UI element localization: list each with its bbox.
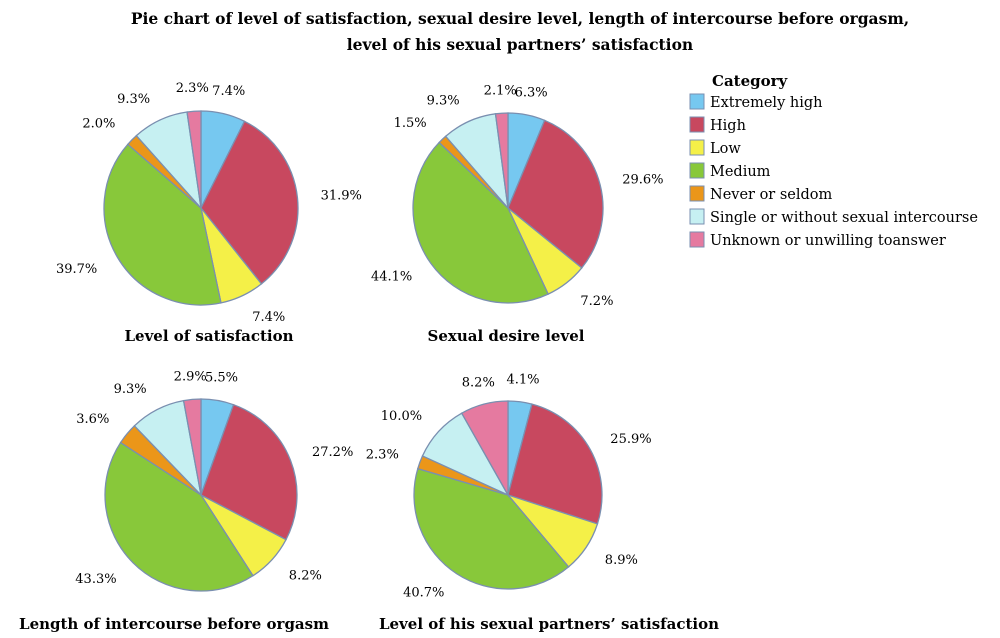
legend-item: High <box>689 116 746 134</box>
pie-3-label-5: 3.6% <box>76 412 109 427</box>
legend-item: Unknown or unwilling toanswer <box>689 231 946 249</box>
pie-1-label-3: 7.4% <box>252 310 285 325</box>
legend-label: Single or without sexual intercourse <box>710 210 978 226</box>
pie-4-slice-2 <box>507 403 603 525</box>
pie-2-label-1: 6.3% <box>515 86 548 101</box>
legend-swatch <box>689 93 705 110</box>
legend-swatch <box>689 116 705 133</box>
pie-2: 6.3% 29.6% 7.2% 44.1% 1.5%9.3% 2.1% <box>371 84 664 309</box>
pie-1: 7.4% 31.9% 7.4% 39.7% 2.0%9.3% 2.3% <box>56 81 362 325</box>
legend-title: Category <box>712 72 789 90</box>
legend-swatch <box>689 231 705 248</box>
legend-label: Low <box>710 141 741 157</box>
pie-3-label-7: 2.9% <box>174 370 207 385</box>
pie-2-slice-7 <box>494 112 509 209</box>
pie-2-label-2: 29.6% <box>622 172 663 187</box>
legend-item: Single or without sexual intercourse <box>689 208 978 226</box>
pie-2-slice-4 <box>412 141 550 304</box>
legend-item: Extremely high <box>689 93 822 111</box>
legend-swatch <box>689 185 705 202</box>
pie-3-label-3: 8.2% <box>289 568 322 583</box>
legend-item: Medium <box>689 162 771 180</box>
pie-4-label-6: 10.0% <box>381 409 422 424</box>
pie-1-slice-2 <box>200 120 299 285</box>
pie-3-slice-7 <box>182 398 202 496</box>
pie-4-label-5: 2.3% <box>366 447 399 462</box>
pie-3-label-2: 27.2% <box>312 445 353 460</box>
pies-group: 7.4%31.9%7.4%39.7%2.0%9.3%2.3%Level of s… <box>19 81 719 633</box>
chart-title-line-1: Pie chart of level of satisfaction, sexu… <box>131 9 909 28</box>
pie-1-label-1: 7.4% <box>212 84 245 99</box>
pie-1-label-4: 39.7% <box>56 262 97 277</box>
legend-swatch <box>689 139 705 156</box>
legend-label: High <box>710 118 746 134</box>
pie-3: 5.5% 27.2% 8.2% 43.3% 3.6% 9.3% 2.9% <box>75 370 353 592</box>
pie-4-label-1: 4.1% <box>506 372 539 387</box>
pie-4-slice-4 <box>413 467 570 590</box>
pie-1-slice-7 <box>186 110 202 209</box>
pie-1-title: Level of satisfaction <box>124 327 293 345</box>
pie-4-label-3: 8.9% <box>605 553 638 568</box>
pie-3-label-6: 9.3% <box>114 382 147 397</box>
chart-title-line-2: level of his sexual partners’ satisfacti… <box>347 35 693 54</box>
pie-1-slice-4 <box>103 143 222 306</box>
legend: Category Extremely high High Low Medium Neve… <box>689 72 978 249</box>
pie-4-label-2: 25.9% <box>610 432 651 447</box>
legend-label: Unknown or unwilling toanswer <box>710 233 946 249</box>
pie-3-title: Length of intercourse before orgasm <box>19 615 329 633</box>
pie-1-label-5: 2.0% <box>82 117 115 132</box>
pie-4-title: Level of his sexual partners’ satisfacti… <box>379 615 719 633</box>
pie-2-label-3: 7.2% <box>580 294 613 309</box>
pie-1-label-7: 2.3% <box>176 81 209 96</box>
pie-4-label-7: 8.2% <box>462 375 495 390</box>
legend-swatch <box>689 162 705 179</box>
legend-item: Low <box>689 139 741 157</box>
legend-label: Medium <box>710 164 771 180</box>
pie-1-label-2: 31.9% <box>321 189 362 204</box>
legend-label: Never or seldom <box>710 187 833 203</box>
pie-2-label-4: 44.1% <box>371 270 412 285</box>
legend-item: Never or seldom <box>689 185 833 203</box>
pie-2-label-6: 9.3% <box>427 94 460 109</box>
pie-3-slice-4 <box>104 441 254 592</box>
pie-4: 4.1% 25.9% 8.9% 40.7% 2.3% 10.0% 8.2% <box>366 372 652 600</box>
legend-label: Extremely high <box>710 95 822 111</box>
pie-4-slice-7 <box>460 400 509 498</box>
pie-4-label-4: 40.7% <box>403 586 444 601</box>
pie-2-label-7: 2.1% <box>484 84 517 99</box>
pie-3-label-1: 5.5% <box>205 371 238 386</box>
pie-2-label-5: 1.5% <box>394 116 427 131</box>
pie-3-label-4: 43.3% <box>75 572 116 587</box>
pie-2-title: Sexual desire level <box>428 327 585 345</box>
pie-1-label-6: 9.3% <box>117 92 150 107</box>
pie-3-slice-2 <box>200 403 298 541</box>
legend-swatch <box>689 208 705 225</box>
pie-2-slice-2 <box>507 119 604 269</box>
